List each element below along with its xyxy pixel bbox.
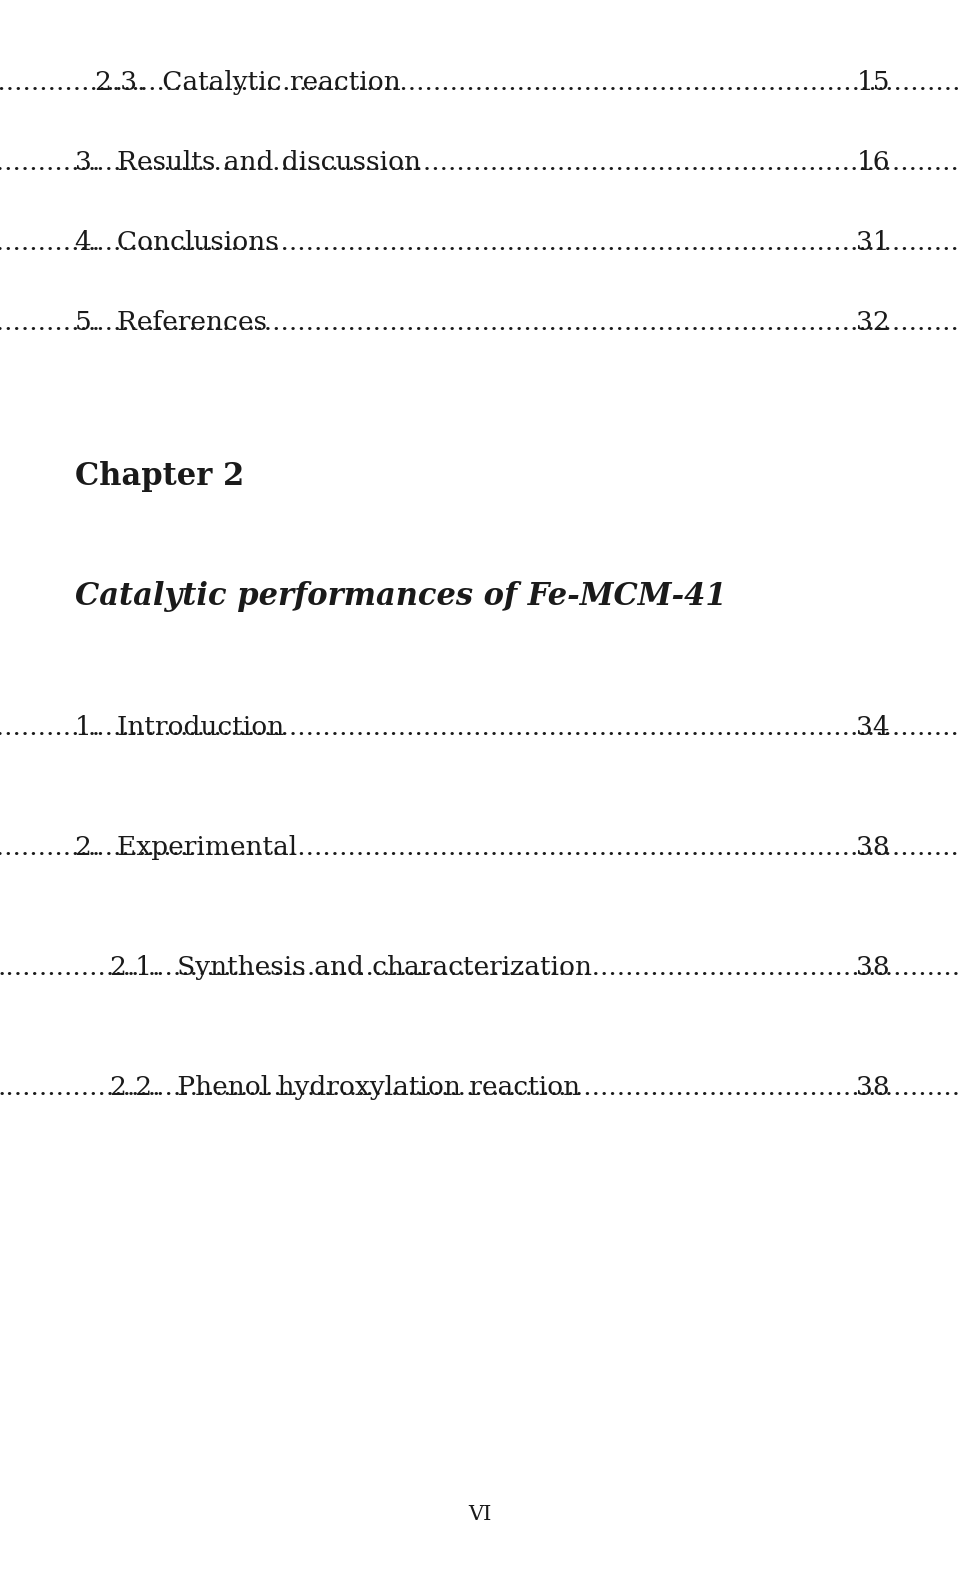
Text: 1.  Introduction: 1. Introduction — [75, 715, 284, 740]
Text: ................................................................................: ........................................… — [0, 69, 960, 94]
Text: Chapter 2: Chapter 2 — [75, 461, 244, 491]
Text: Catalytic performances of Fe-MCM-41: Catalytic performances of Fe-MCM-41 — [75, 581, 727, 613]
Text: 3.  Results and discussion: 3. Results and discussion — [75, 150, 421, 175]
Text: 2.3.  Catalytic reaction: 2.3. Catalytic reaction — [95, 69, 400, 94]
Text: 38: 38 — [856, 1076, 890, 1099]
Text: 2.  Experimental: 2. Experimental — [75, 835, 298, 860]
Text: 5.  References: 5. References — [75, 310, 267, 335]
Text: 34: 34 — [856, 715, 890, 740]
Text: 38: 38 — [856, 954, 890, 980]
Text: ................................................................................: ........................................… — [0, 150, 960, 175]
Text: ................................................................................: ........................................… — [0, 230, 960, 255]
Text: VI: VI — [468, 1506, 492, 1525]
Text: 32: 32 — [856, 310, 890, 335]
Text: ................................................................................: ........................................… — [0, 715, 960, 740]
Text: ................................................................................: ........................................… — [0, 835, 960, 860]
Text: 4.  Conclusions: 4. Conclusions — [75, 230, 278, 255]
Text: ................................................................................: ........................................… — [0, 310, 960, 335]
Text: 16: 16 — [856, 150, 890, 175]
Text: 15: 15 — [856, 69, 890, 94]
Text: ................................................................................: ........................................… — [0, 954, 960, 980]
Text: 2.2.  Phenol hydroxylation reaction: 2.2. Phenol hydroxylation reaction — [110, 1076, 580, 1099]
Text: ................................................................................: ........................................… — [0, 1076, 960, 1099]
Text: 31: 31 — [856, 230, 890, 255]
Text: 2.1.  Synthesis and characterization: 2.1. Synthesis and characterization — [110, 954, 592, 980]
Text: 38: 38 — [856, 835, 890, 860]
